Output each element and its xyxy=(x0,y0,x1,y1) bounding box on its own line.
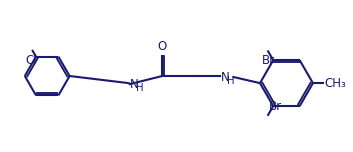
Text: Cl: Cl xyxy=(26,54,37,67)
Text: O: O xyxy=(158,40,167,53)
Text: H: H xyxy=(227,76,235,86)
Text: H: H xyxy=(136,83,143,93)
Text: Br: Br xyxy=(262,54,275,67)
Text: N: N xyxy=(221,71,230,83)
Text: CH₃: CH₃ xyxy=(324,77,346,90)
Text: Br: Br xyxy=(269,100,282,113)
Text: N: N xyxy=(130,78,138,91)
